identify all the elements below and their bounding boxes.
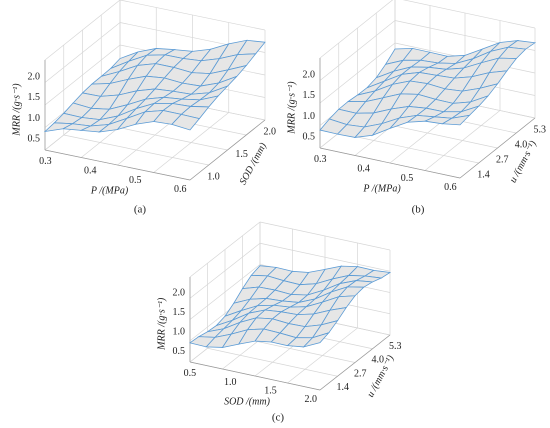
x-tick-label: 0.5 [184,368,197,379]
z-tick-label: 2.0 [173,287,186,298]
axis [459,117,536,179]
surface-plot: 0.5 1.0 1.5 2.0 0.3 0.4 0.5 0.6 1.4 2.7 4.0 5.3 MRR … [286,0,546,216]
side-grid [319,20,396,81]
x-tick-label: 0.4 [357,163,370,174]
z-tick-label: 1.5 [303,90,316,101]
x-axis-label: P /(MPa) [362,183,401,194]
surface-cell [302,332,330,348]
caption: (c) [272,412,285,424]
z-tick-label: 0.5 [173,346,186,357]
axis [189,119,266,181]
surface-cell [441,114,471,126]
depth-tick-label: 5.3 [389,341,402,352]
x-tick-label: 0.3 [39,156,52,167]
z-tick-label: 1.0 [28,113,41,124]
x-axis-label: P /(MPa) [90,185,129,196]
x-tick-label: 0.3 [314,154,327,165]
z-tick-label: 2.0 [28,71,41,82]
x-tick-label: 0.6 [444,182,457,193]
depth-tick-label: 2.7 [354,368,367,379]
side-grid [44,22,121,83]
axis [44,149,191,181]
side-grid [319,0,394,59]
x-tick-label: 0.5 [129,175,142,186]
side-grid [44,0,121,61]
z-tick-label: 1.0 [173,327,186,338]
caption: (b) [412,204,425,216]
x-tick-label: 0.4 [84,165,97,176]
depth-tick-label: 2.0 [264,126,277,137]
axis [189,361,321,391]
depth-tick-label: 1.5 [235,149,248,160]
depth-tick-label: 1.4 [477,169,490,180]
depth-tick-label: 4.0 [515,139,528,150]
axis [319,147,461,179]
z-tick-label: 0.5 [28,133,41,144]
z-axis-label: MRR /(g·s⁻¹) [286,81,297,135]
z-tick-label: 0.5 [303,131,316,142]
floor-grid [153,112,229,173]
surface-cell [171,113,201,131]
back-grid [402,0,536,29]
depth-axis-label: SOD /(mm) [238,141,270,187]
depth-tick-label: 2.7 [496,154,509,165]
depth-tick-label: 1.0 [207,171,220,182]
z-axis-label: MRR /(g·s⁻¹) [156,297,167,351]
depth-tick-label: 1.4 [337,382,350,393]
depth-tick-label: 4.0 [372,355,385,366]
side-grid [189,221,261,278]
floor-grid [424,110,501,171]
z-tick-label: 1.5 [173,307,186,318]
back-grid [259,242,391,272]
axis [319,334,391,391]
back-grid [259,221,391,251]
side-grid [189,242,261,299]
z-tick-label: 1.0 [303,111,316,122]
depth-tick-label: 5.3 [534,124,547,135]
floor-grid [287,327,358,384]
z-axis-label: MRR /(g·s⁻¹) [11,83,22,137]
x-tick-label: 2.0 [305,394,318,405]
z-tick-label: 2.0 [303,69,316,80]
z-tick-label: 1.5 [28,92,41,103]
x-tick-label: 1.5 [264,385,277,396]
back-grid [119,0,266,31]
surface-plot: 0.5 1.0 1.5 2.0 0.5 1.0 1.5 2.0 1.4 2.7 4.0 5.3 MRR … [156,221,402,424]
x-tick-label: 1.0 [224,377,237,388]
surface-plot: 0.5 1.0 1.5 2.0 0.3 0.4 0.5 0.6 1.0 1.5 2.0 MRR /(g… [11,0,276,216]
x-axis-label: SOD /(mm) [224,396,270,407]
caption: (a) [134,204,147,216]
x-tick-label: 0.5 [401,173,414,184]
x-tick-label: 0.6 [174,184,187,195]
